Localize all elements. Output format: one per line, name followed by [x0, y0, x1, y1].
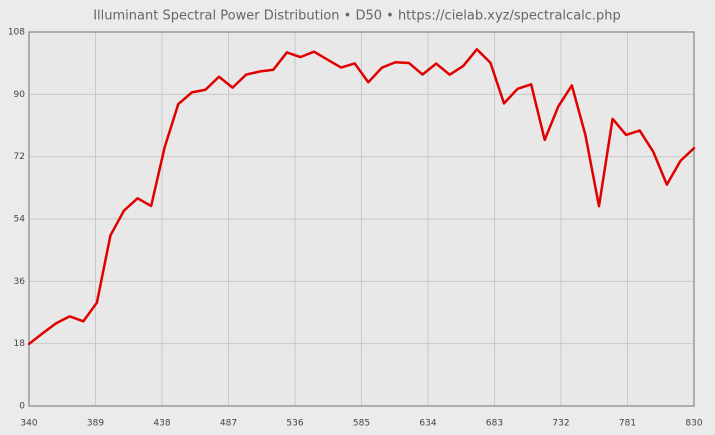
x-tick-label: 634 — [419, 419, 436, 429]
x-tick-label: 781 — [619, 419, 636, 429]
y-tick-label: 0 — [19, 402, 25, 412]
data-line — [27, 48, 696, 346]
x-tick-label: 683 — [486, 419, 503, 429]
y-tick-label: 108 — [8, 28, 25, 38]
plot-border — [28, 31, 695, 407]
y-tick-label: 72 — [14, 152, 25, 162]
x-tick-label: 536 — [286, 419, 303, 429]
x-tick-label: 487 — [220, 419, 237, 429]
x-tick-label: 389 — [87, 419, 104, 429]
x-tick-label: 830 — [685, 419, 702, 429]
chart-title: Illuminant Spectral Power Distribution •… — [93, 9, 621, 24]
x-tick-label: 340 — [20, 419, 37, 429]
y-tick-label: 36 — [14, 277, 26, 287]
y-tick-label: 54 — [14, 215, 26, 225]
y-tick-label: 18 — [14, 339, 26, 349]
x-tick-label: 585 — [353, 419, 370, 429]
x-tick-label: 732 — [552, 419, 569, 429]
x-tick-label: 438 — [153, 419, 170, 429]
y-tick-label: 90 — [14, 90, 26, 100]
